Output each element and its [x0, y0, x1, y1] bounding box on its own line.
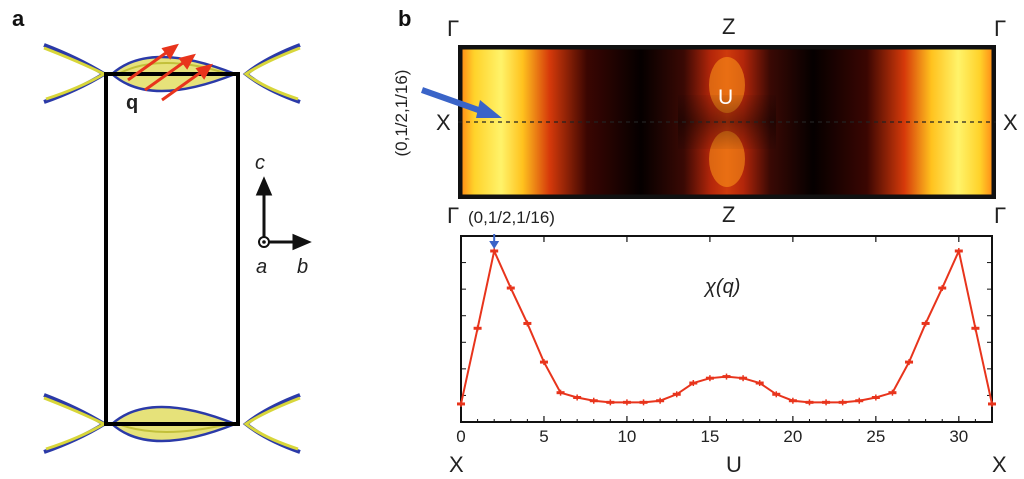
heatmap-u-label: U: [718, 86, 734, 109]
heatmap-x-right: X: [1003, 110, 1018, 135]
susceptibility-heatmap: [458, 45, 996, 199]
plot-series-label: χ(q): [705, 276, 741, 298]
series-line: [460, 247, 993, 405]
brillouin-zone-diagram: [43, 43, 312, 454]
panel-b-label: b: [398, 6, 412, 31]
heatmap-z-label: Z: [722, 14, 736, 39]
x-tick-label: 30: [949, 427, 968, 446]
chi-q-line-chart: 0 5 10 15 20 25 30: [456, 234, 996, 446]
x-tick-label: 0: [456, 427, 465, 446]
peak-arrow-head: [489, 241, 500, 249]
plot-frame: [460, 235, 993, 423]
x-tick-label: 20: [783, 427, 802, 446]
brillouin-zone-box: [104, 72, 240, 426]
x-tick-label: 10: [617, 427, 636, 446]
axis-c-label: c: [255, 152, 265, 174]
x-tick-label: 25: [866, 427, 885, 446]
plot-u-bottom: U: [726, 452, 742, 477]
heatmap-gamma-right: Γ: [994, 16, 1007, 41]
heatmap-vertical-annotation: (0,1/2,1/16): [392, 69, 411, 157]
plot-x-bottom-right: X: [992, 452, 1007, 477]
q-label: q: [126, 92, 139, 114]
nesting-vectors: [127, 43, 213, 102]
plot-peak-annotation: (0,1/2,1/16): [468, 208, 555, 227]
heatmap-gamma-left: Γ: [447, 16, 460, 41]
axis-b-label: b: [297, 256, 309, 278]
heatmap-pointer-arrow: [420, 87, 502, 118]
plot-gamma-right: Γ: [994, 203, 1007, 228]
plot-x-bottom-left: X: [449, 452, 464, 477]
plot-gamma-left: Γ: [447, 203, 460, 228]
x-tick-label: 15: [700, 427, 719, 446]
heatmap-x-left: X: [436, 110, 451, 135]
axis-a-label: a: [256, 256, 268, 278]
x-tick-label: 5: [539, 427, 548, 446]
panel-a-label: a: [12, 6, 25, 31]
axis-triad: [255, 176, 312, 251]
plot-z-label: Z: [722, 202, 736, 227]
